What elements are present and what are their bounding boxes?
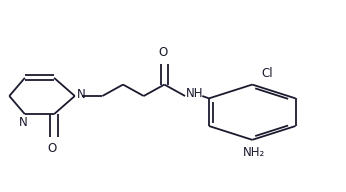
Text: NH₂: NH₂ [243, 146, 265, 159]
Text: O: O [48, 142, 57, 155]
Text: Cl: Cl [261, 67, 273, 80]
Text: NH: NH [186, 87, 203, 100]
Text: O: O [158, 46, 167, 59]
Text: N: N [77, 88, 86, 101]
Text: N: N [19, 116, 27, 129]
